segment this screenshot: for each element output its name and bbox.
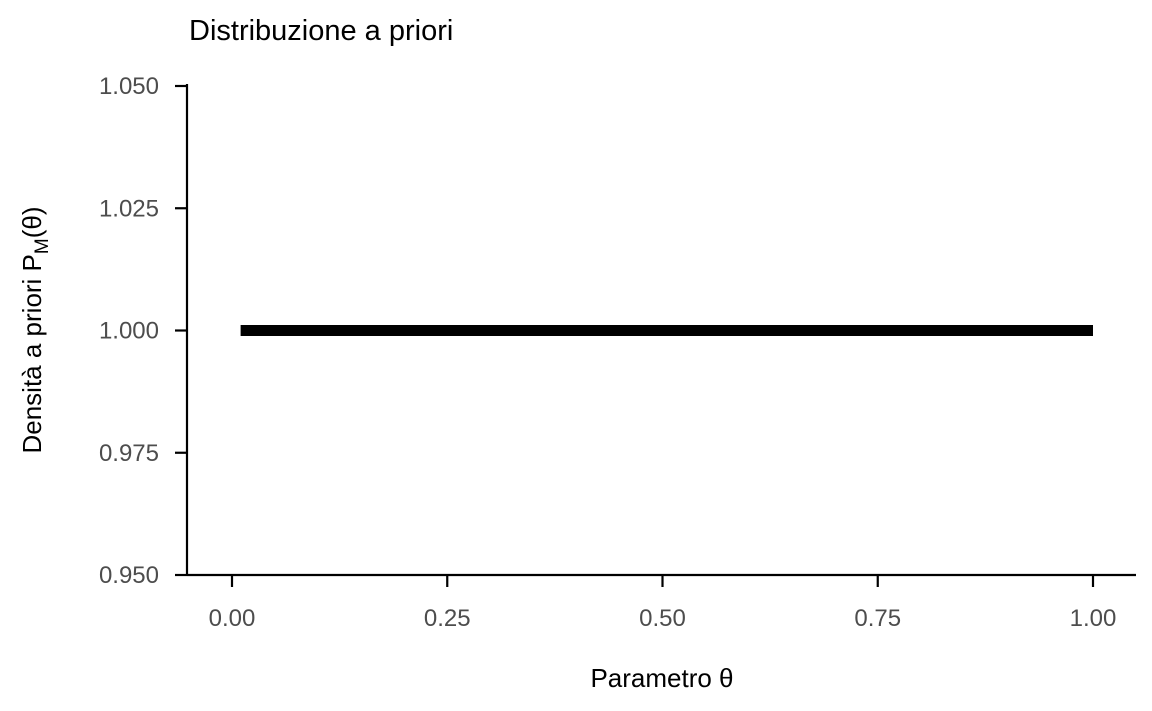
y-tick-label: 0.950 bbox=[99, 562, 159, 589]
y-axis-title: Densità a priori PM(θ) bbox=[17, 206, 53, 453]
y-tick-label: 1.000 bbox=[99, 318, 159, 345]
y-axis-title-prefix: Densità a priori P bbox=[17, 254, 47, 453]
x-tick-label: 0.50 bbox=[639, 605, 686, 632]
y-axis-title-suffix: (θ) bbox=[17, 206, 47, 238]
y-tick-label: 0.975 bbox=[99, 440, 159, 467]
x-tick-label: 0.75 bbox=[854, 605, 901, 632]
x-tick-label: 1.00 bbox=[1070, 605, 1117, 632]
x-axis-title: Parametro θ bbox=[590, 663, 733, 693]
chart-title: Distribuzione a priori bbox=[189, 15, 453, 47]
x-axis-ticks: 0.00 0.25 0.50 0.75 1.00 bbox=[209, 575, 1117, 632]
x-tick-label: 0.25 bbox=[424, 605, 471, 632]
y-tick-label: 1.050 bbox=[99, 73, 159, 100]
x-tick-label: 0.00 bbox=[209, 605, 256, 632]
y-tick-label: 1.025 bbox=[99, 195, 159, 222]
y-axis-title-subscript: M bbox=[32, 238, 53, 254]
y-axis-ticks: 0.950 0.975 1.000 1.025 1.050 bbox=[99, 73, 187, 589]
